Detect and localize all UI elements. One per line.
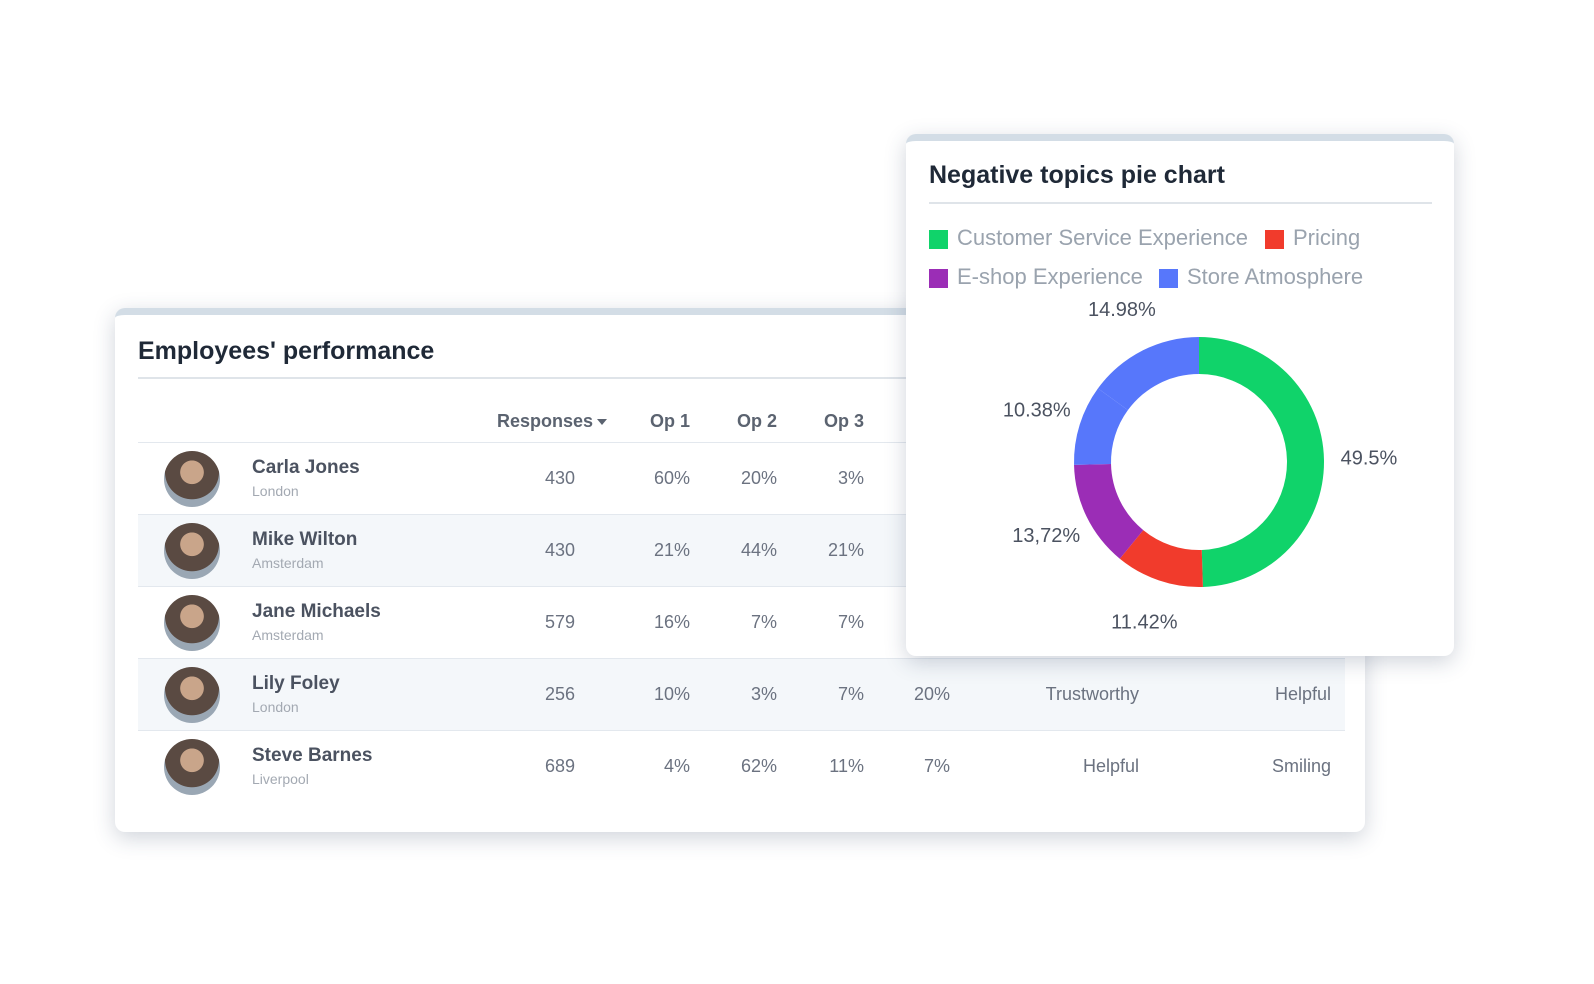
table-cell: 60%: [653, 468, 690, 488]
employee-name: Mike Wilton: [252, 529, 358, 550]
chart-title: Negative topics pie chart: [929, 161, 1225, 189]
table-cell: 7%: [837, 612, 864, 632]
legend-swatch: [1159, 269, 1178, 288]
slice-label: 10.38%: [1003, 399, 1071, 421]
slice-label: 14.98%: [1088, 299, 1156, 321]
avatar: [164, 667, 220, 723]
employee-city: Liverpool: [252, 771, 309, 787]
divider: [929, 202, 1432, 204]
slice-label: 13,72%: [1012, 525, 1080, 547]
employee-name: Lily Foley: [252, 673, 340, 694]
legend-label: Pricing: [1293, 225, 1361, 250]
table-cell: 430: [544, 468, 575, 488]
table-cell: 7%: [923, 756, 950, 776]
employee-city: Amsterdam: [252, 555, 324, 571]
table-cell: 579: [544, 612, 575, 632]
table-cell: Trustworthy: [1045, 684, 1139, 704]
donut-slice: [1074, 463, 1144, 559]
table-cell: Helpful: [1082, 756, 1139, 776]
table-cell: 4%: [663, 756, 690, 776]
table-cell: 3%: [837, 468, 864, 488]
table-row: Jane Michaels Amsterdam 579 16% 7% 7%: [138, 586, 1345, 659]
legend-swatch: [929, 269, 948, 288]
donut-slice: [1097, 337, 1199, 411]
slice-label: 49.5%: [1341, 448, 1398, 470]
table-cell: 10%: [653, 684, 690, 704]
employee-city: Amsterdam: [252, 627, 324, 643]
table-cell: 20%: [740, 468, 777, 488]
table-cell: 21%: [827, 540, 864, 560]
table-cell: 430: [544, 540, 575, 560]
legend-label: Customer Service Experience: [957, 225, 1249, 250]
donut-chart: 49.5% 11.42% 13,72% 10.38% 14.98%: [1003, 299, 1398, 633]
legend-label: E-shop Experience: [957, 264, 1143, 289]
table-row: Carla Jones London 430 60% 20% 3%: [138, 442, 1345, 515]
donut-slice: [1074, 388, 1128, 465]
employee-city: London: [252, 483, 299, 499]
pie-card: Negative topics pie chart 49.5% 11.42% 13,…: [906, 134, 1454, 656]
avatar: [164, 739, 220, 795]
table-cell: 20%: [913, 684, 950, 704]
donut-slice: [1119, 530, 1203, 587]
table-cell: 689: [544, 756, 575, 776]
legend-swatch: [929, 230, 948, 249]
donut-slice: [1199, 337, 1325, 587]
table-cell: Helpful: [1274, 684, 1331, 704]
table-cell: 16%: [653, 612, 690, 632]
table-title: Employees' performance: [138, 337, 435, 365]
slice-label: 11.42%: [1111, 611, 1178, 633]
column-header: Op 3: [823, 411, 864, 431]
column-header: Op 1: [649, 411, 690, 431]
column-header: Op 2: [736, 411, 777, 431]
table-cell: 256: [544, 684, 575, 704]
employee-name: Carla Jones: [252, 457, 360, 478]
legend-label: Store Atmosphere: [1187, 264, 1364, 289]
employee-name: Steve Barnes: [252, 745, 373, 766]
divider: [138, 377, 1345, 379]
table-cell: 7%: [837, 684, 864, 704]
table-cell: 11%: [829, 756, 864, 776]
column-header: Responses: [497, 411, 607, 432]
avatar: [164, 451, 220, 507]
employee-name: Jane Michaels: [252, 601, 381, 622]
table-cell: 7%: [750, 612, 777, 632]
avatar: [164, 523, 220, 579]
employee-city: London: [252, 699, 299, 715]
table-cell: 62%: [740, 756, 777, 776]
table-cell: 44%: [740, 540, 777, 560]
table-row: Lily Foley London 256 10% 3% 7% 20% Trustworthy…: [138, 658, 1345, 731]
avatar: [164, 595, 220, 651]
table-cell: Smiling: [1271, 756, 1331, 776]
sort-arrow[interactable]: [597, 419, 607, 425]
table-cell: 21%: [653, 540, 690, 560]
legend-swatch: [1265, 230, 1284, 249]
table-row: Steve Barnes Liverpool 689 4% 62% 11% 7% Helpfu…: [138, 730, 1345, 803]
table-cell: 3%: [750, 684, 777, 704]
